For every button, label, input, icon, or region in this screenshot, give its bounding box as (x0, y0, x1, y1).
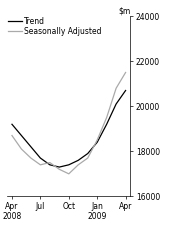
Seasonally Adjusted (77, 164, 79, 166)
Line: Seasonally Adjusted: Seasonally Adjusted (12, 73, 126, 174)
Seasonally Adjusted (58, 168, 60, 171)
Trend (106, 123, 108, 126)
Legend: Trend, Seasonally Adjusted: Trend, Seasonally Adjusted (8, 17, 102, 36)
Seasonally Adjusted (39, 164, 41, 166)
Trend (11, 123, 13, 126)
Seasonally Adjusted (125, 71, 127, 74)
Trend (30, 146, 32, 148)
Seasonally Adjusted (87, 157, 89, 159)
Seasonally Adjusted (49, 161, 51, 164)
Trend (115, 103, 117, 105)
Trend (58, 166, 60, 168)
Seasonally Adjusted (106, 116, 108, 119)
Text: $m: $m (118, 6, 130, 15)
Trend (39, 157, 41, 159)
Trend (20, 134, 22, 137)
Trend (87, 152, 89, 155)
Trend (68, 164, 70, 166)
Trend (96, 141, 98, 144)
Seasonally Adjusted (115, 87, 117, 90)
Trend (77, 159, 79, 162)
Trend (125, 89, 127, 92)
Seasonally Adjusted (11, 134, 13, 137)
Seasonally Adjusted (20, 148, 22, 150)
Seasonally Adjusted (30, 157, 32, 159)
Seasonally Adjusted (68, 173, 70, 175)
Trend (49, 164, 51, 166)
Line: Trend: Trend (12, 91, 126, 167)
Seasonally Adjusted (96, 139, 98, 141)
